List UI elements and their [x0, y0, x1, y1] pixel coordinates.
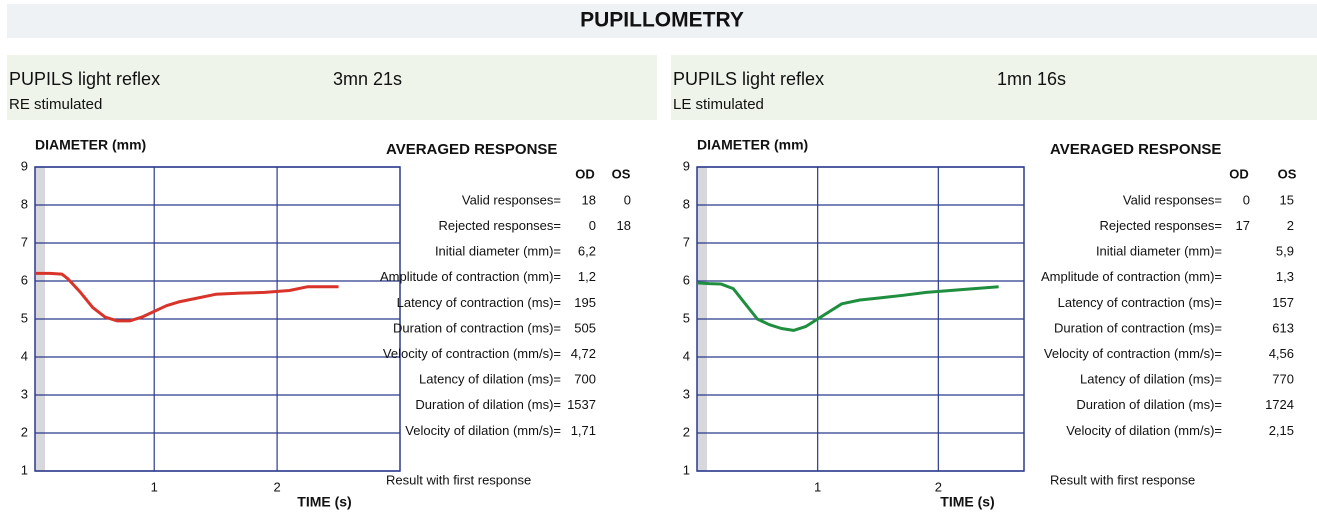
- y-tick-label: 5: [21, 310, 28, 325]
- test-name: PUPILS light reflex: [9, 69, 160, 89]
- row-value: 700: [574, 372, 596, 387]
- y-tick-label: 9: [683, 158, 690, 173]
- row-value: 0: [624, 192, 631, 207]
- row-value: 0: [589, 218, 596, 233]
- x-tick-label: 1: [151, 479, 158, 494]
- row-label: Initial diameter (mm)=: [435, 244, 561, 259]
- row-label: Velocity of dilation (mm/s)=: [1066, 423, 1222, 438]
- y-tick-label: 2: [683, 424, 690, 439]
- column-header: OD: [1229, 166, 1249, 181]
- row-label: Latency of contraction (ms)=: [397, 295, 561, 310]
- row-value: 4,72: [571, 346, 596, 361]
- row-value: 1,3: [1276, 269, 1294, 284]
- row-value: 18: [617, 218, 631, 233]
- x-tick-label: 2: [273, 479, 280, 494]
- x-tick-label: 2: [935, 479, 942, 494]
- row-label: Latency of dilation (ms)=: [1080, 372, 1222, 387]
- test-duration: 3mn 21s: [333, 69, 402, 89]
- x-tick-label: 1: [814, 479, 821, 494]
- row-value: 4,56: [1269, 346, 1294, 361]
- y-tick-label: 4: [683, 348, 690, 363]
- row-value: 15: [1280, 192, 1294, 207]
- row-value: 18: [582, 192, 596, 207]
- row-value: 770: [1272, 372, 1294, 387]
- y-tick-label: 3: [21, 386, 28, 401]
- plot-frame: [34, 166, 401, 472]
- column-header: OS: [612, 166, 631, 181]
- row-value: 195: [574, 295, 596, 310]
- x-axis-title: TIME (s): [297, 494, 351, 510]
- row-label: Duration of dilation (ms)=: [415, 397, 561, 412]
- test-name: PUPILS light reflex: [673, 69, 824, 89]
- row-label: Rejected responses=: [439, 218, 562, 233]
- row-label: Valid responses=: [462, 192, 561, 207]
- row-value: 1724: [1265, 397, 1294, 412]
- pupil-curve: [696, 281, 999, 332]
- y-tick-label: 8: [21, 196, 28, 211]
- row-value: 157: [1272, 295, 1294, 310]
- column-header: OD: [575, 166, 595, 181]
- row-value: 1,2: [578, 269, 596, 284]
- y-tick-label: 1: [683, 462, 690, 477]
- row-value: 2: [1287, 218, 1294, 233]
- title-bar: [7, 4, 1317, 38]
- y-tick-label: 2: [21, 424, 28, 439]
- row-value: 5,9: [1276, 244, 1294, 259]
- row-label: Duration of contraction (ms)=: [1054, 320, 1222, 335]
- row-label: Initial diameter (mm)=: [1096, 244, 1222, 259]
- y-tick-label: 6: [683, 272, 690, 287]
- row-value: 0: [1243, 192, 1250, 207]
- row-label: Valid responses=: [1123, 192, 1222, 207]
- row-label: Velocity of dilation (mm/s)=: [405, 423, 561, 438]
- test-duration: 1mn 16s: [997, 69, 1066, 89]
- row-value: 613: [1272, 320, 1294, 335]
- row-label: Velocity of contraction (mm/s)=: [383, 346, 561, 361]
- y-tick-label: 5: [683, 310, 690, 325]
- row-value: 1537: [567, 397, 596, 412]
- row-label: Velocity of contraction (mm/s)=: [1044, 346, 1222, 361]
- row-label: Duration of dilation (ms)=: [1076, 397, 1222, 412]
- y-tick-label: 4: [21, 348, 28, 363]
- row-label: Latency of contraction (ms)=: [1058, 295, 1222, 310]
- row-label: Amplitude of contraction (mm)=: [380, 269, 561, 284]
- y-tick-label: 8: [683, 196, 690, 211]
- panel-header: [671, 55, 1317, 120]
- pupil-curve: [35, 271, 339, 323]
- footnote: Result with first response: [386, 472, 531, 487]
- row-value: 1,71: [571, 423, 596, 438]
- column-header: OS: [1278, 166, 1297, 181]
- footnote: Result with first response: [1050, 472, 1195, 487]
- row-label: Duration of contraction (ms)=: [393, 320, 561, 335]
- panel-header: [7, 55, 657, 120]
- y-tick-label: 7: [21, 234, 28, 249]
- row-value: 17: [1236, 218, 1250, 233]
- y-tick-label: 3: [683, 386, 690, 401]
- y-axis-title: DIAMETER (mm): [697, 137, 808, 153]
- y-axis-title: DIAMETER (mm): [35, 137, 146, 153]
- table-title: AVERAGED RESPONSE: [1050, 141, 1221, 158]
- row-value: 505: [574, 320, 596, 335]
- table-title: AVERAGED RESPONSE: [386, 141, 557, 158]
- row-label: Rejected responses=: [1100, 218, 1223, 233]
- row-value: 6,2: [578, 244, 596, 259]
- x-axis-title: TIME (s): [940, 494, 994, 510]
- plot-frame: [696, 166, 1025, 472]
- row-label: Latency of dilation (ms)=: [419, 372, 561, 387]
- y-tick-label: 6: [21, 272, 28, 287]
- y-tick-label: 7: [683, 234, 690, 249]
- row-label: Amplitude of contraction (mm)=: [1041, 269, 1222, 284]
- y-tick-label: 1: [21, 462, 28, 477]
- stimulated-eye: LE stimulated: [673, 96, 764, 113]
- row-value: 2,15: [1269, 423, 1294, 438]
- report-title: PUPILLOMETRY: [580, 9, 744, 32]
- y-tick-label: 9: [21, 158, 28, 173]
- stimulated-eye: RE stimulated: [9, 96, 102, 113]
